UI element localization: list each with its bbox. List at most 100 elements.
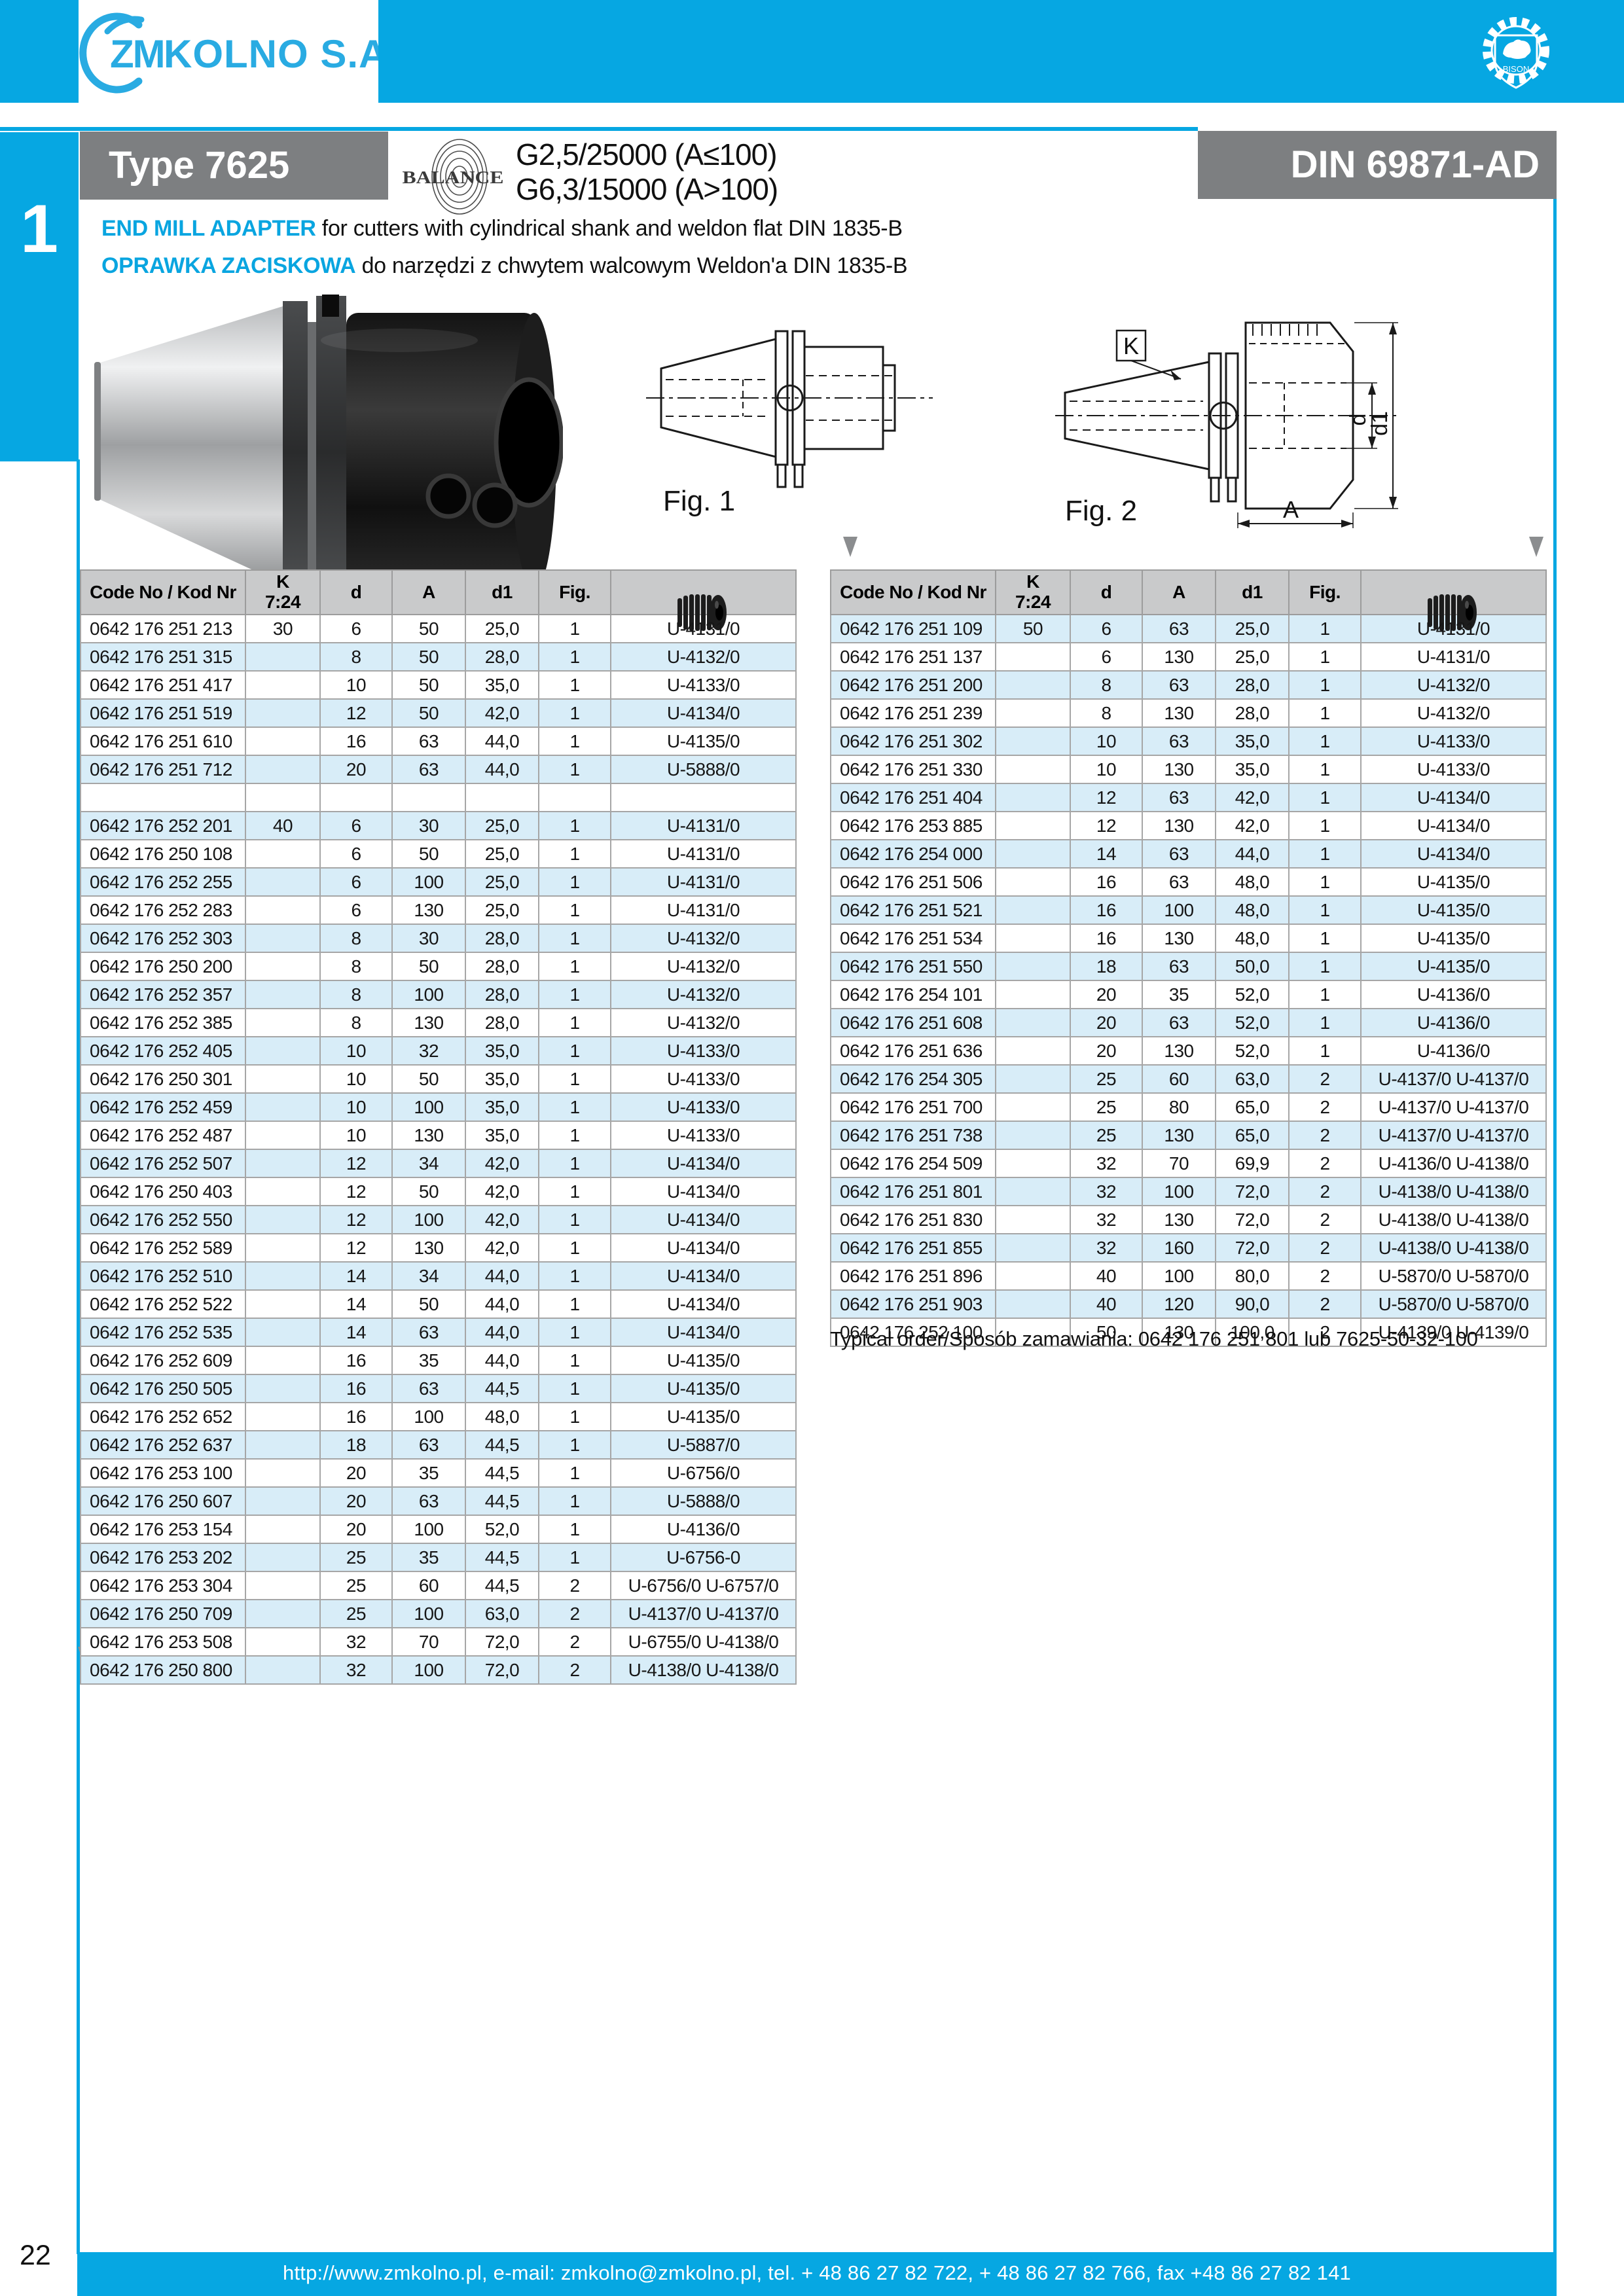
cell-a: 130	[1142, 642, 1216, 672]
cell-k	[995, 1008, 1071, 1037]
cell-fig: 1	[538, 1515, 611, 1544]
cell-k	[245, 1571, 321, 1600]
left-frame-line	[77, 459, 80, 2254]
cell-d1: 44,5	[465, 1543, 539, 1572]
cell-d1: 28,0	[465, 952, 539, 981]
cell-fig: 1	[1288, 839, 1362, 869]
table-row: 0642 176 251 200 8 63 28,0 1 U-4132/0	[830, 670, 1547, 700]
cell-a: 30	[391, 924, 466, 953]
cell-code: 0642 176 250 403	[80, 1177, 246, 1206]
cell-k	[245, 980, 321, 1009]
cell-fig: 1	[538, 755, 611, 784]
cell-k	[995, 1149, 1071, 1178]
cell-code: 0642 176 252 589	[80, 1233, 246, 1263]
table-row: 0642 176 253 885 12 130 42,0 1 U-4134/0	[830, 811, 1547, 840]
cell-fig: 1	[1288, 811, 1362, 840]
cell-a: 50	[391, 1177, 466, 1206]
cell-k	[245, 1149, 321, 1178]
cell-u: U-4132/0	[610, 952, 797, 981]
flange-tang	[793, 463, 804, 488]
cell-code: 0642 176 254 509	[830, 1149, 996, 1178]
cell-u: U-4134/0	[610, 1177, 797, 1206]
table-row: 0642 176 252 652 16 100 48,0 1 U-4135/0	[80, 1402, 797, 1431]
col-header-code: Code No / Kod Nr	[80, 569, 246, 615]
cell-fig: 1	[538, 839, 611, 869]
cell-fig: 2	[538, 1571, 611, 1600]
cell-a: 50	[391, 952, 466, 981]
cell-d1: 48,0	[1215, 924, 1290, 953]
table-row: 0642 176 252 255 6 100 25,0 1 U-4131/0	[80, 867, 797, 897]
cell-d: 8	[319, 1008, 393, 1037]
cell-u: U-4133/0	[1360, 726, 1547, 756]
cell-u: U-4134/0	[1360, 811, 1547, 840]
cell-fig	[538, 783, 611, 812]
cell-code: 0642 176 251 315	[80, 642, 246, 672]
cell-d1: 25,0	[465, 839, 539, 869]
product-table-left: Code No / Kod Nr K 7:24 d A d1 Fig. 0642…	[80, 569, 797, 1685]
cell-d: 6	[1070, 642, 1143, 672]
gear-inner-ring	[1490, 25, 1542, 76]
cell-k	[245, 839, 321, 869]
cell-u: U-4134/0	[610, 1261, 797, 1291]
cell-d1: 42,0	[465, 698, 539, 728]
cell-u: U-4133/0	[610, 1121, 797, 1150]
cell-a: 34	[391, 1261, 466, 1291]
cell-code: 0642 176 252 522	[80, 1289, 246, 1319]
col-header-fig: Fig.	[538, 569, 611, 615]
cell-u: U-4133/0	[610, 1036, 797, 1066]
cell-u: U-4135/0	[610, 1346, 797, 1375]
cell-a: 50	[391, 839, 466, 869]
cell-fig: 1	[538, 670, 611, 700]
table-row: 0642 176 251 137 6 130 25,0 1 U-4131/0	[830, 642, 1547, 672]
cell-a	[391, 783, 466, 812]
cell-d1: 44,0	[465, 1318, 539, 1347]
cell-d1: 42,0	[1215, 783, 1290, 812]
cell-k	[995, 1092, 1071, 1122]
cell-d1: 42,0	[465, 1177, 539, 1206]
cell-a: 50	[391, 1064, 466, 1094]
cell-u: U-4131/0	[1360, 642, 1547, 672]
cell-a: 130	[391, 1121, 466, 1150]
figure-2: K d d1 A Fig. 2	[1055, 298, 1428, 533]
cell-u: U-5888/0	[610, 1486, 797, 1516]
table-row: 0642 176 254 509 32 70 69,9 2 U-4136/0 U-4138…	[830, 1149, 1547, 1178]
table-row: 0642 176 251 738 25 130 65,0 2 U-4137/0 U-413…	[830, 1121, 1547, 1150]
cell-u: U-4131/0	[610, 895, 797, 925]
cell-code: 0642 176 251 534	[830, 924, 996, 953]
cell-code: 0642 176 250 108	[80, 839, 246, 869]
cell-d: 8	[1070, 698, 1143, 728]
cell-fig: 1	[538, 698, 611, 728]
cell-a: 50	[391, 642, 466, 672]
col-header-screw	[610, 569, 797, 631]
table-row: 0642 176 251 700 25 80 65,0 2 U-4137/0 U-4137…	[830, 1092, 1547, 1122]
cell-d1: 72,0	[1215, 1205, 1290, 1234]
cell-a: 100	[391, 1205, 466, 1234]
cell-a: 130	[1142, 1205, 1216, 1234]
cell-code: 0642 176 250 301	[80, 1064, 246, 1094]
cell-d: 6	[1070, 614, 1143, 643]
table-row: 0642 176 251 550 18 63 50,0 1 U-4135/0	[830, 952, 1547, 981]
cell-a: 100	[391, 1402, 466, 1431]
cell-d: 20	[319, 1458, 393, 1488]
cell-d1: 35,0	[465, 1036, 539, 1066]
cell-d: 6	[319, 811, 393, 840]
cell-d1: 42,0	[465, 1233, 539, 1263]
cell-d: 16	[319, 1346, 393, 1375]
cell-fig: 2	[1288, 1121, 1362, 1150]
cell-d: 14	[319, 1261, 393, 1291]
bison-label: BISON	[1503, 64, 1529, 74]
logo-swoosh-2	[104, 16, 145, 35]
cell-k	[995, 670, 1071, 700]
marker-triangle	[1529, 537, 1543, 557]
bison-emblem: BISON	[1478, 14, 1554, 93]
cell-d1: 44,0	[465, 1261, 539, 1291]
cell-code: 0642 176 252 201	[80, 811, 246, 840]
cell-code: 0642 176 251 830	[830, 1205, 996, 1234]
cell-d1: 44,0	[1215, 839, 1290, 869]
cell-code: 0642 176 251 404	[830, 783, 996, 812]
table-row: 0642 176 252 507 12 34 42,0 1 U-4134/0	[80, 1149, 797, 1178]
cell-a: 63	[391, 726, 466, 756]
cell-u: U-4135/0	[1360, 895, 1547, 925]
cell-fig: 1	[538, 1205, 611, 1234]
